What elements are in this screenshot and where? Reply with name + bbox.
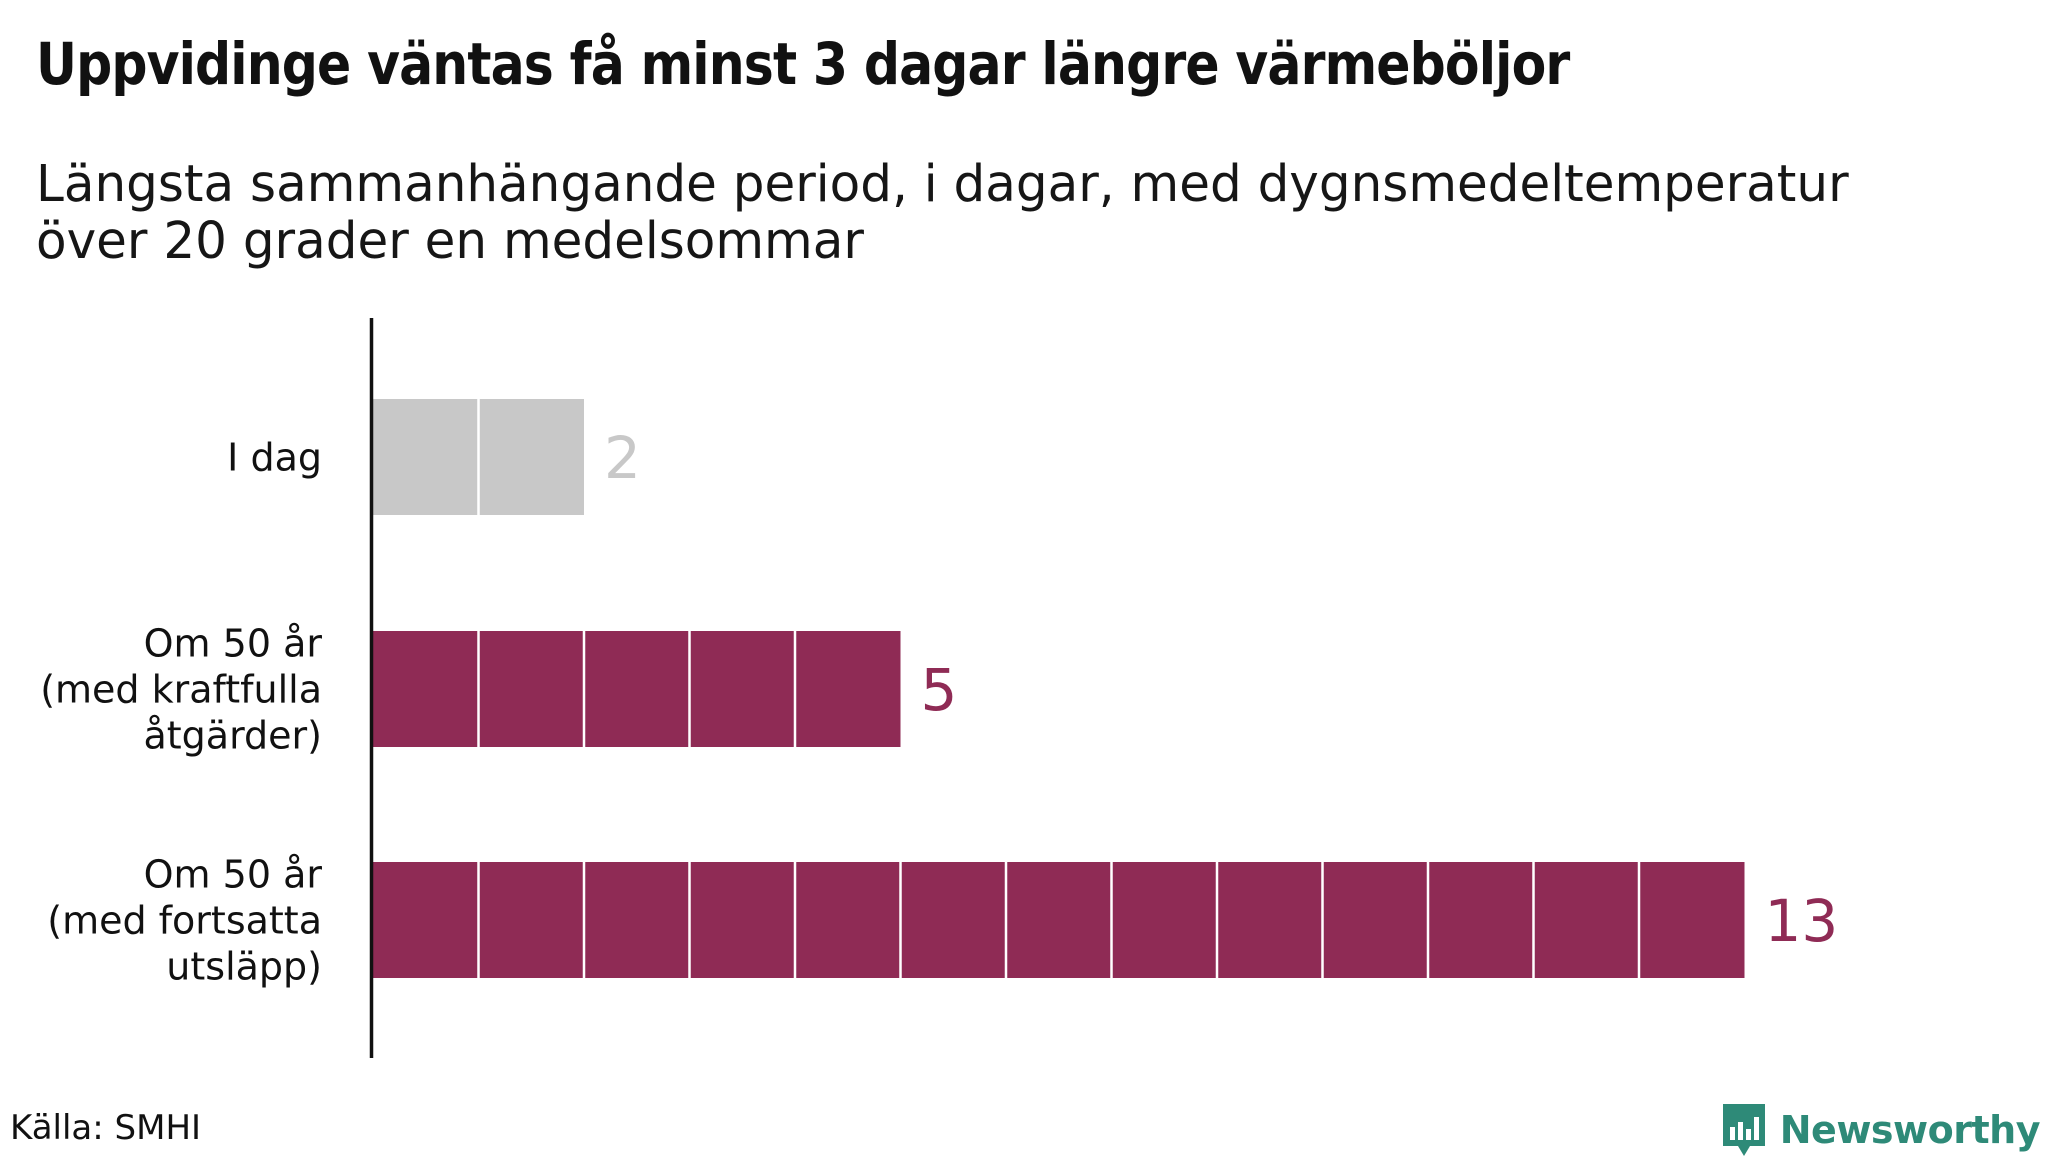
source-note: Källa: SMHI xyxy=(10,1108,202,1148)
chart-title: Uppvidinge väntas få minst 3 dagar längr… xyxy=(36,30,1570,98)
bar-group: 2 I dag xyxy=(227,399,641,515)
chart-subtitle: Längsta sammanhängande period, i dagar, … xyxy=(36,155,1849,271)
category-label: I dag xyxy=(227,435,322,479)
brand-name: Newsworthy xyxy=(1779,1108,2041,1152)
category-label: Om 50 år (med fortsatta utsläpp) xyxy=(47,852,322,988)
bar xyxy=(373,631,901,747)
brand-logo: Newsworthy xyxy=(1720,1100,2041,1160)
bar-group: 13 Om 50 år (med fortsatta utsläpp) xyxy=(47,852,1838,988)
category-label: Om 50 år (med kraftfulla åtgärder) xyxy=(40,621,322,757)
value-label: 5 xyxy=(921,656,958,724)
value-label: 2 xyxy=(604,424,641,492)
bar-chart: 2 I dag 5 Om 50 år (med kraftfulla åtgärder) 1… xyxy=(40,318,1838,1058)
bar-group: 5 Om 50 år (med kraftfulla åtgärder) xyxy=(40,621,957,757)
bar xyxy=(373,862,1745,978)
newsworthy-logo-icon xyxy=(1722,1104,1765,1156)
value-label: 13 xyxy=(1765,887,1839,955)
